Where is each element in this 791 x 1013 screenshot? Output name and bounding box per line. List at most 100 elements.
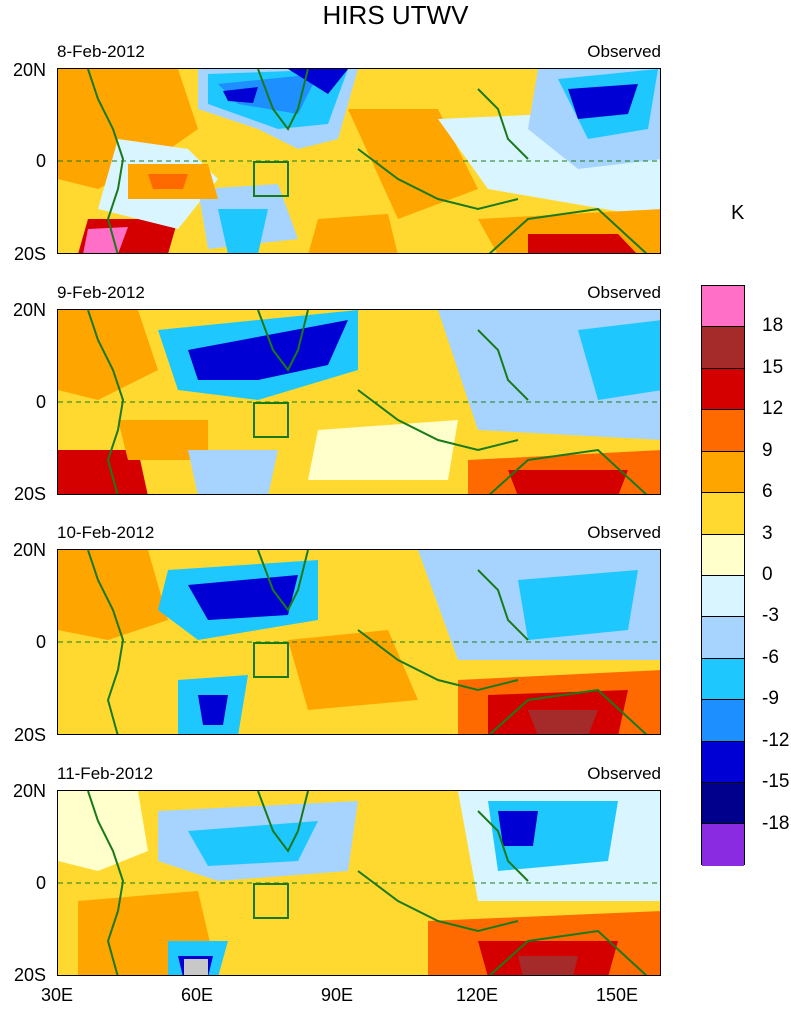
coastline-africa <box>87 310 125 494</box>
panel-3-lat-20s: 20S <box>13 725 46 745</box>
figure-title: HIRS UTWV <box>322 0 469 30</box>
field-region <box>58 69 198 189</box>
field-region <box>188 575 298 620</box>
colorbar-swatch <box>702 493 744 535</box>
lon-label-150e: 150E <box>595 985 639 1005</box>
map-panel-2-svg <box>58 310 660 494</box>
colorbar-tick-label: 0 <box>762 564 773 585</box>
coastline-philippines <box>477 88 529 160</box>
colorbar-tick-label: 18 <box>762 315 784 337</box>
colorbar-swatch <box>702 368 744 411</box>
lon-label-90e: 90E <box>320 985 354 1005</box>
colorbar-swatch <box>702 824 744 866</box>
coastline-sumatra-java <box>357 148 519 211</box>
coastline-australia <box>488 929 648 975</box>
colorbar-tick-label: -12 <box>762 729 790 751</box>
field-region <box>223 87 258 103</box>
map-panel-4-svg <box>58 791 660 975</box>
colorbar-tick-label: 12 <box>762 398 784 420</box>
panel-2-date: 9-Feb-2012 <box>57 283 145 302</box>
colorbar-swatch <box>702 286 744 328</box>
colorbar-units: K <box>731 202 745 224</box>
colorbar-swatch <box>702 451 744 494</box>
coastline-sumatra-java <box>357 629 519 692</box>
colorbar-swatch <box>702 534 744 576</box>
map-panel-3 <box>57 549 661 735</box>
field-region <box>58 450 148 494</box>
coastline-sumatra-java <box>357 870 519 933</box>
coastline-india <box>257 310 309 372</box>
coastline-africa <box>87 550 125 734</box>
coastline-india <box>257 69 309 131</box>
panel-3-lat-20n: 20N <box>12 540 46 560</box>
colorbar-tick-label: 9 <box>762 439 773 461</box>
field-region <box>518 570 638 640</box>
coastline-philippines <box>477 810 529 882</box>
map-panel-1-svg <box>58 69 660 253</box>
field-region <box>198 695 228 725</box>
colorbar-swatch <box>702 410 744 452</box>
coastline-india <box>257 791 309 853</box>
panel-2-label: Observed <box>587 283 661 302</box>
panel-1-lat-20s: 20S <box>13 244 46 264</box>
coastline-philippines <box>477 329 529 401</box>
panel-1-lat-0: 0 <box>35 151 46 171</box>
lon-label-30e: 30E <box>40 985 74 1005</box>
field-region <box>518 956 578 975</box>
panel-1-date: 8-Feb-2012 <box>57 42 145 61</box>
panel-4-date: 11-Feb-2012 <box>57 764 154 783</box>
field-region <box>188 821 318 866</box>
colorbar-tick-label: -6 <box>762 646 779 668</box>
field-region <box>118 420 208 460</box>
field-region <box>568 84 638 119</box>
coastline-africa <box>87 791 125 975</box>
field-region <box>188 320 348 380</box>
field-region <box>578 320 660 400</box>
colorbar-tick-label: -3 <box>762 605 779 627</box>
coastline-india <box>257 550 309 612</box>
colorbar-tick-label: 6 <box>762 481 773 503</box>
map-panel-1 <box>57 68 661 254</box>
field-region <box>308 214 398 253</box>
map-panel-3-svg <box>58 550 660 734</box>
panel-2-lat-0: 0 <box>35 392 46 412</box>
field-region <box>188 450 278 494</box>
coastline-sumatra-java <box>357 389 519 452</box>
panel-1-lat-20n: 20N <box>12 60 46 80</box>
coastline-africa <box>87 69 125 253</box>
colorbar-tick-label: -18 <box>762 812 790 834</box>
lon-label-120e: 120E <box>455 985 499 1005</box>
field-region <box>58 310 158 400</box>
panel-4-label: Observed <box>587 764 661 783</box>
colorbar-swatch <box>702 700 744 742</box>
field-region <box>528 234 637 253</box>
colorbar-swatch <box>702 327 744 369</box>
colorbar-swatch <box>702 575 744 618</box>
target-region-box <box>253 161 289 197</box>
field-region <box>308 420 458 480</box>
map-panel-4 <box>57 790 661 976</box>
panel-4-lat-20s: 20S <box>13 965 46 985</box>
target-region-box <box>253 883 289 919</box>
field-region <box>498 811 538 846</box>
coastline-philippines <box>477 569 529 641</box>
field-region <box>348 109 478 219</box>
colorbar-swatch <box>702 658 744 701</box>
panel-2-lat-20n: 20N <box>12 300 46 320</box>
field-region <box>58 550 168 640</box>
panel-3-date: 10-Feb-2012 <box>57 523 155 542</box>
field-region <box>288 69 348 94</box>
panel-1-label: Observed <box>587 42 661 61</box>
map-panel-2 <box>57 309 661 495</box>
colorbar-tick-label: -9 <box>762 688 779 710</box>
colorbar-swatch <box>702 741 744 784</box>
field-region <box>83 227 128 253</box>
panel-3-label: Observed <box>587 523 661 542</box>
panel-2-lat-20s: 20S <box>13 484 46 504</box>
colorbar-tick-label: 3 <box>762 522 773 544</box>
colorbar-tick-label: -15 <box>762 771 790 793</box>
colorbar-tick-label: 15 <box>762 356 784 378</box>
colorbar-swatch <box>702 617 744 659</box>
colorbar-swatch <box>702 783 744 825</box>
